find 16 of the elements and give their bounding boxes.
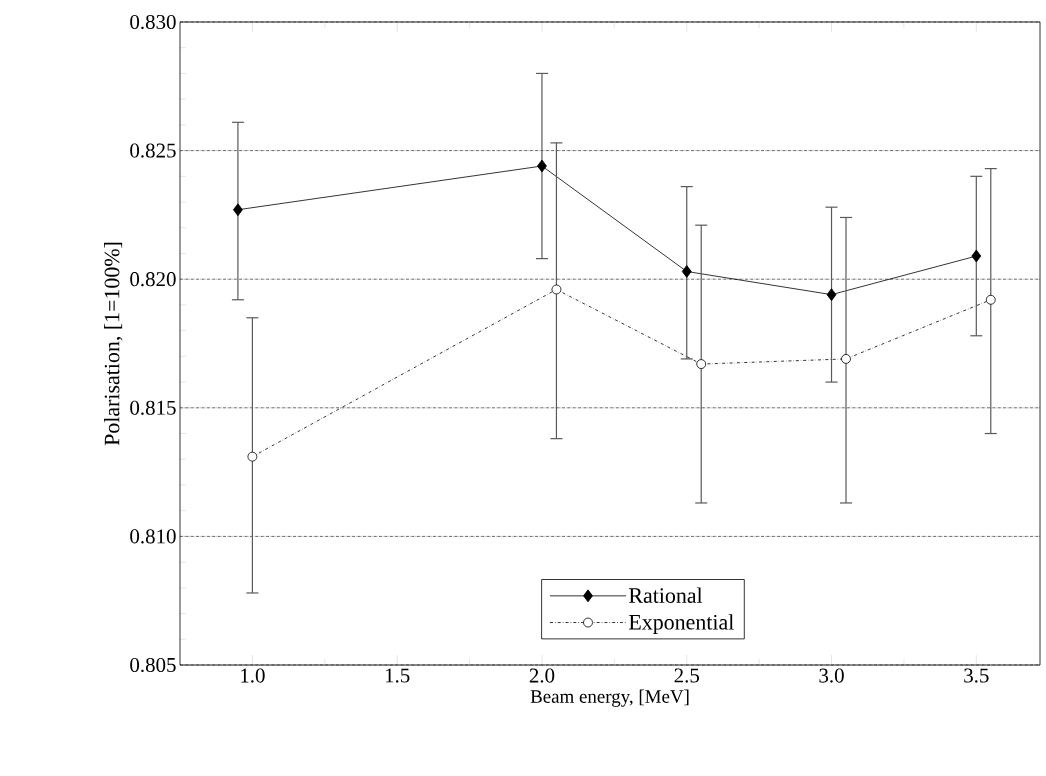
y-tick-label: 0.810 xyxy=(130,529,176,544)
y-tick-label: 0.820 xyxy=(130,272,176,287)
x-tick-label: 3.0 xyxy=(819,668,844,683)
legend-label: Exponential xyxy=(629,614,734,635)
x-tick-label: 1.0 xyxy=(241,668,265,683)
x-tick-label: 2.5 xyxy=(674,668,699,683)
y-axis-title: Polarisation, [1=100%] xyxy=(103,242,123,446)
x-tick-label: 1.5 xyxy=(385,668,410,683)
y-tick-label: 0.825 xyxy=(130,143,176,158)
x-tick-label: 3.5 xyxy=(964,668,989,683)
x-axis-title: Beam energy, [MeV] xyxy=(530,689,689,707)
legend-label: Rational xyxy=(629,587,703,603)
y-tick-label: 0.805 xyxy=(130,657,176,673)
y-tick-label: 0.815 xyxy=(130,400,176,415)
x-tick-label: 2.0 xyxy=(529,668,555,683)
y-tick-label: 0.830 xyxy=(130,14,176,30)
